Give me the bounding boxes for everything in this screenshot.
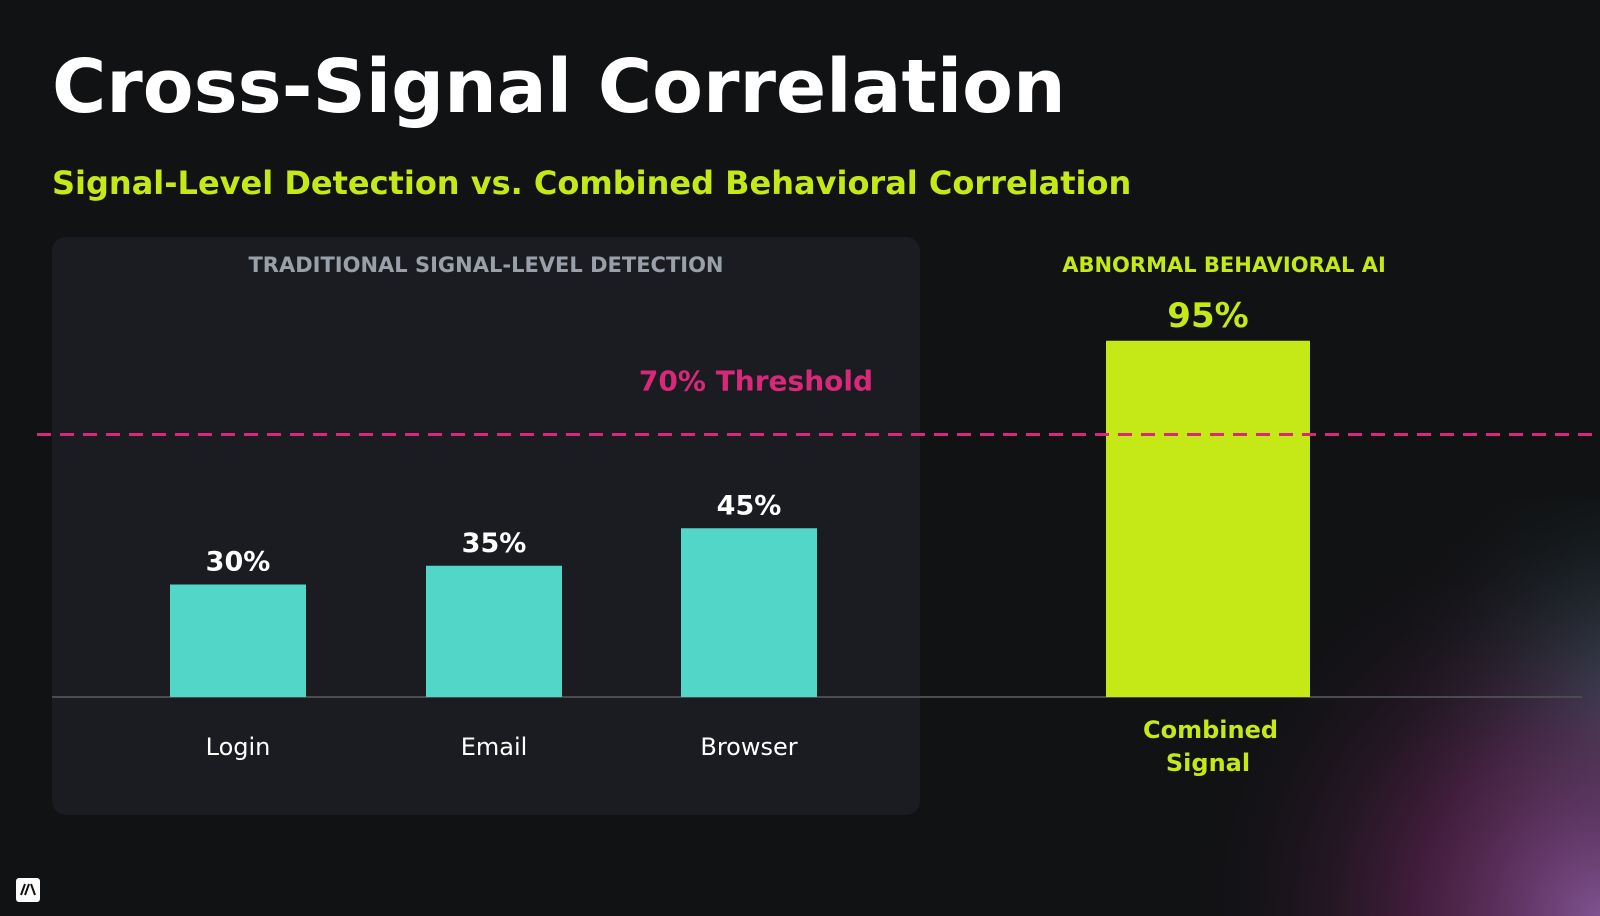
category-label: Email (460, 733, 528, 761)
value-label: 45% (717, 490, 782, 521)
chart-title: Cross-Signal Correlation (52, 44, 1066, 130)
chart-subtitle: Signal-Level Detection vs. Combined Beha… (52, 164, 1131, 202)
bar (681, 528, 817, 697)
threshold-label: 70% Threshold (639, 365, 873, 398)
value-label: 35% (462, 528, 527, 559)
category-label: Browser (700, 733, 798, 761)
bar (170, 584, 306, 697)
category-label: Combined Signal (1143, 716, 1279, 777)
logo (16, 878, 40, 902)
category-label: Login (205, 733, 271, 761)
logo-mark (20, 883, 36, 896)
value-label: 95% (1167, 296, 1248, 336)
panel (52, 237, 920, 815)
panel-label: ABNORMAL BEHAVIORAL AI (1062, 253, 1386, 277)
bar (426, 565, 562, 697)
bar (1106, 340, 1310, 697)
panel-label: TRADITIONAL SIGNAL-LEVEL DETECTION (248, 253, 723, 277)
value-label: 30% (206, 547, 271, 578)
